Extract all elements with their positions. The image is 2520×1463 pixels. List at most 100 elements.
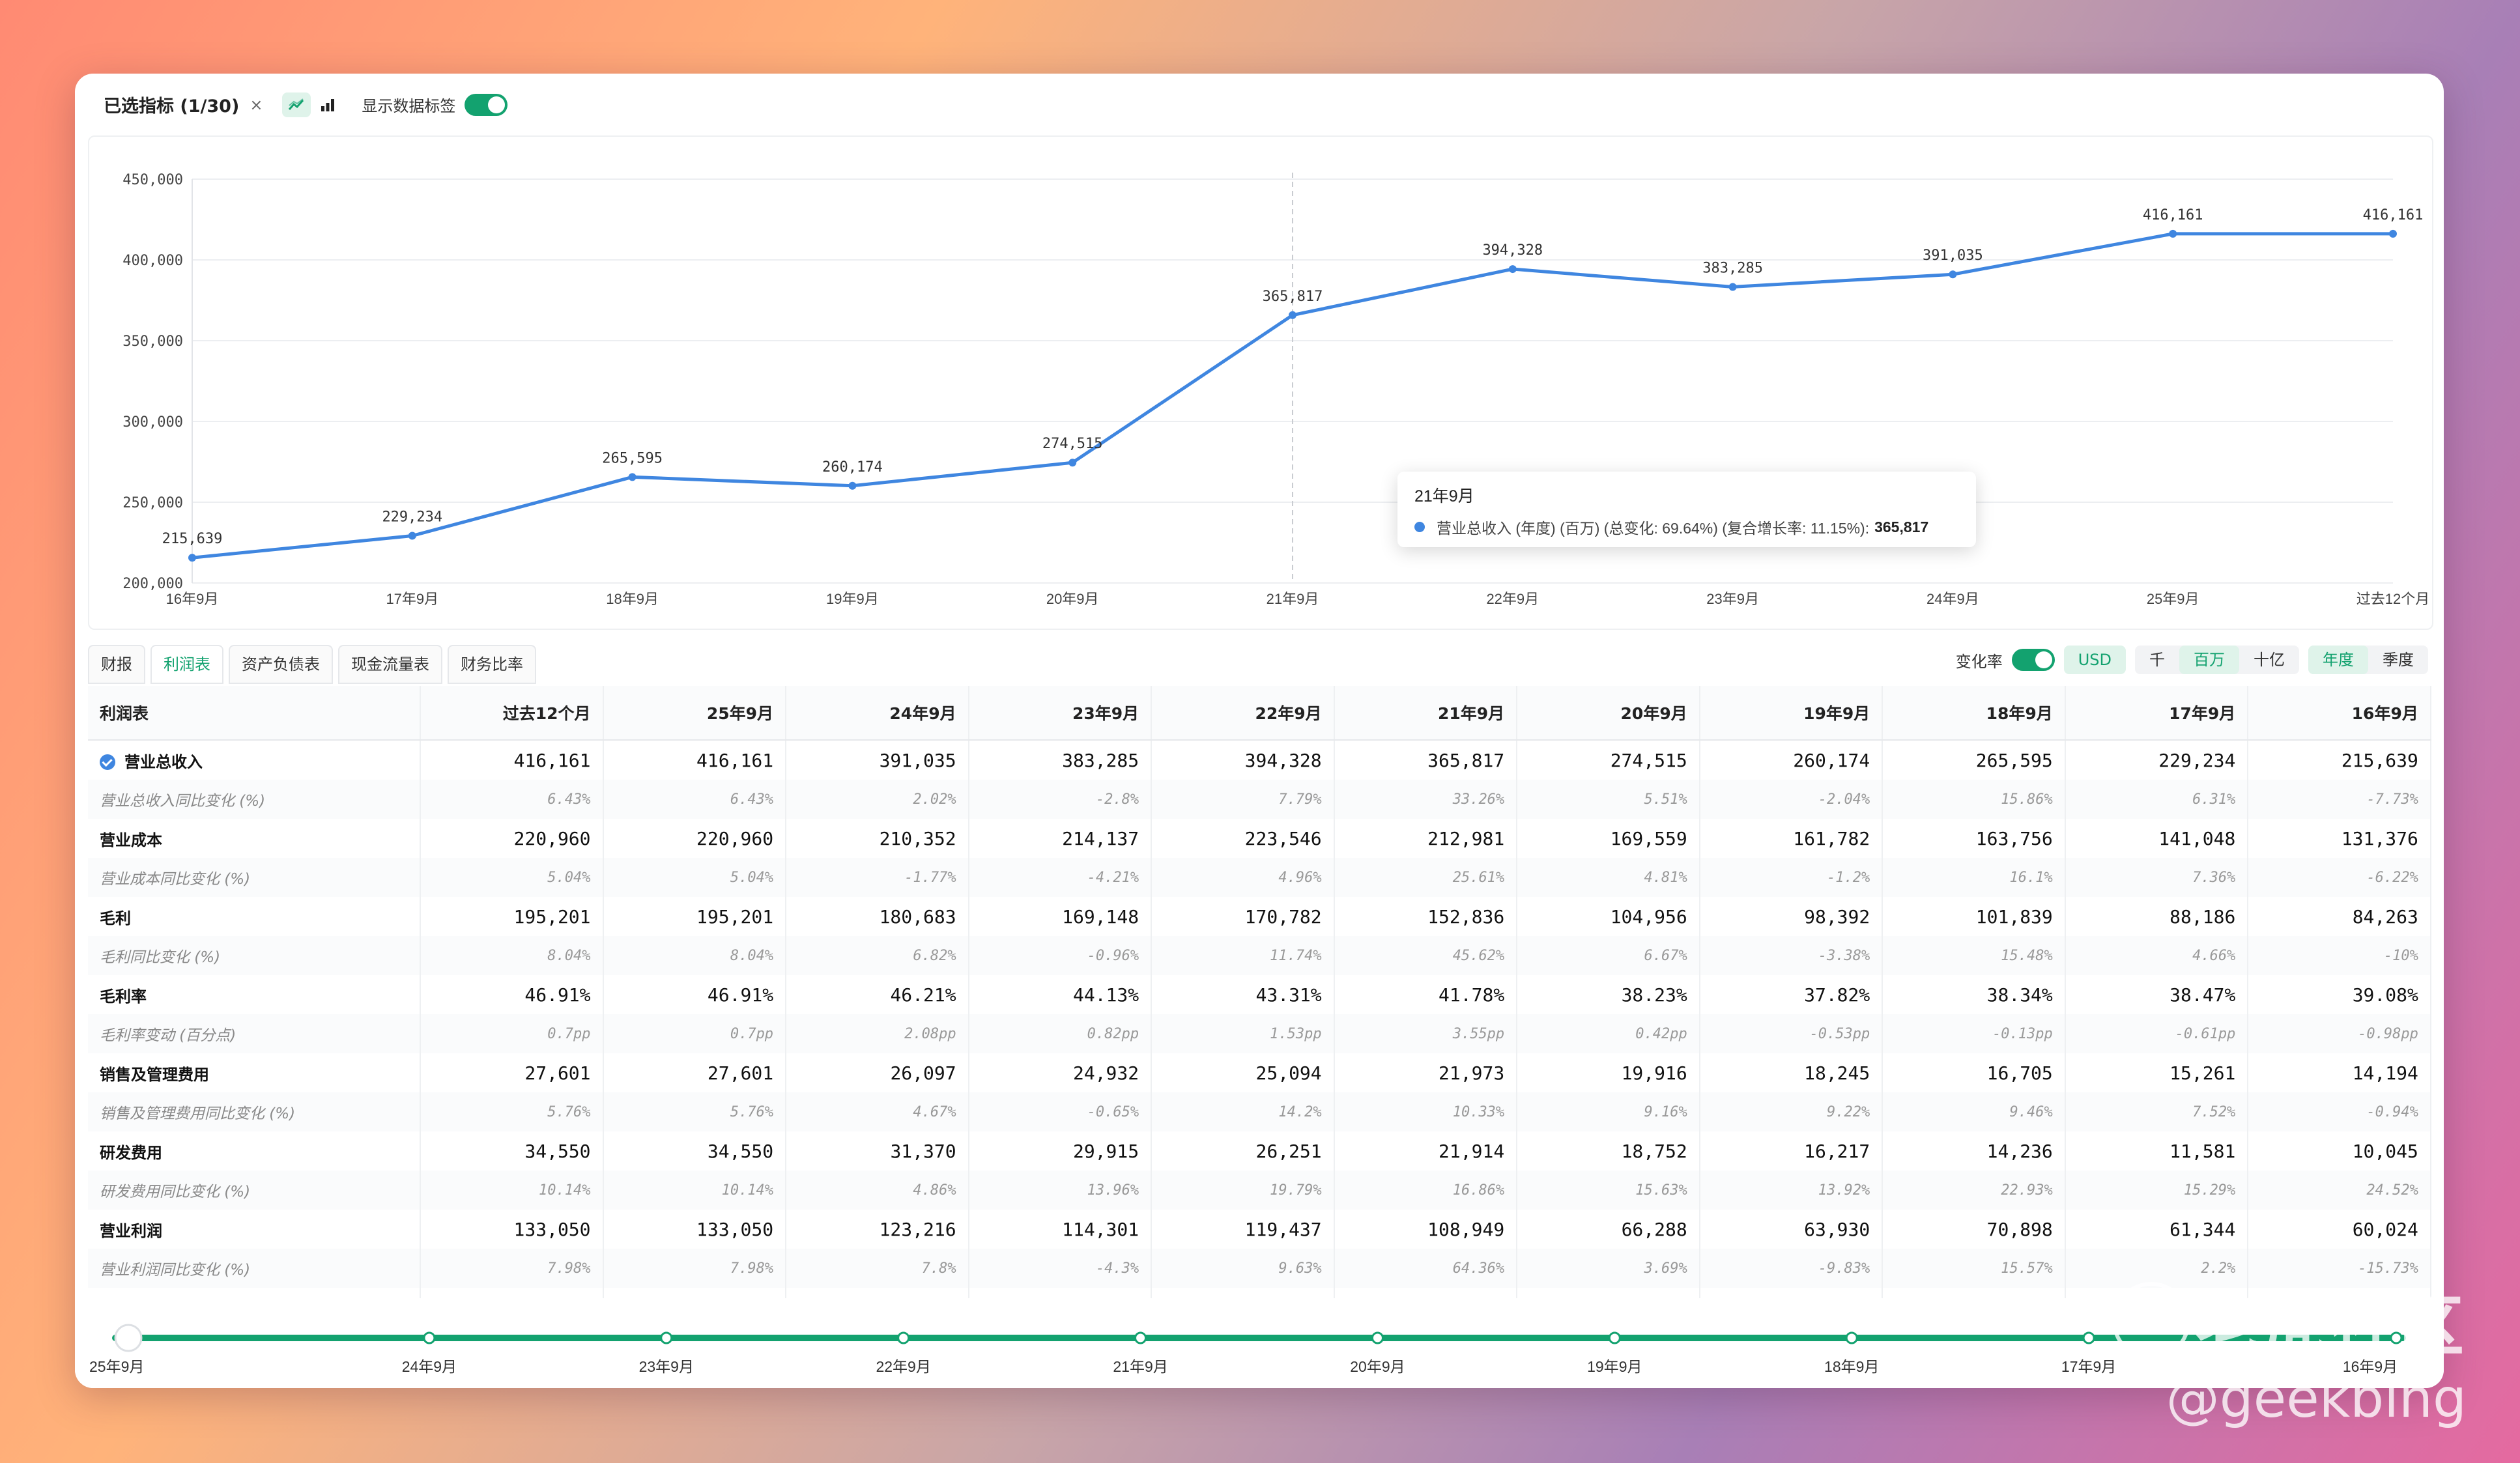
data-point[interactable] — [2389, 229, 2397, 238]
metric-row[interactable]: 毛利 195,201 195,201 180,683 169,148 170,782 152… — [88, 897, 2431, 936]
table-cell: 24.52% — [2248, 1171, 2431, 1210]
metric-label: 毛利率 — [100, 987, 147, 1006]
table-cell: 0.7pp — [603, 1014, 787, 1053]
data-point[interactable] — [1508, 265, 1517, 274]
tab-financial-ratios[interactable]: 财务比率 — [448, 645, 536, 684]
metric-row[interactable]: 毛利率 46.91% 46.91% 46.21% 44.13% 43.31% 41.78% 3… — [88, 975, 2431, 1014]
table-cell: 26,097 — [786, 1053, 969, 1092]
data-point[interactable] — [628, 473, 637, 481]
change-row[interactable]: 研发费用同比变化 (%) 10.14% 10.14% 4.86% 13.96% 19.79… — [88, 1171, 2431, 1210]
table-cell: 18,245 — [1699, 1053, 1883, 1092]
selected-check-icon[interactable] — [100, 754, 115, 770]
slider-tick[interactable] — [423, 1331, 436, 1344]
table-cell: 7.98% — [420, 1249, 604, 1288]
table-cell: 33.26% — [1334, 780, 1518, 819]
data-point[interactable] — [1289, 311, 1296, 319]
tab-financials[interactable]: 财报 — [88, 645, 145, 684]
table-cell: 123,216 — [786, 1210, 969, 1249]
period-column-header[interactable]: 24年9月 — [786, 686, 969, 741]
metric-row[interactable]: 营业利润 133,050 133,050 123,216 114,301 119,437 1… — [88, 1210, 2431, 1249]
y-tick-label: 450,000 — [122, 172, 183, 188]
period-column-header[interactable]: 18年9月 — [1882, 686, 2066, 741]
slider-tick[interactable] — [897, 1331, 910, 1344]
data-point[interactable] — [848, 481, 857, 490]
metric-name: 毛利 — [88, 897, 421, 936]
table-cell: 16,217 — [1699, 1131, 1883, 1171]
period-column-header[interactable]: 17年9月 — [2065, 686, 2249, 741]
change-row[interactable]: 营业成本同比变化 (%) 5.04% 5.04% -1.77% -4.21% 4.96% 2… — [88, 858, 2431, 897]
slider-tick[interactable] — [1845, 1331, 1858, 1344]
table-cell: 64.36% — [1334, 1249, 1518, 1288]
table-cell: 22.93% — [1882, 1171, 2066, 1210]
metric-row[interactable]: 研发费用 34,550 34,550 31,370 29,915 26,251 21,914… — [88, 1131, 2431, 1171]
show-data-labels-switch[interactable] — [465, 93, 508, 116]
slider-tick[interactable] — [2082, 1331, 2095, 1344]
line-chart-toggle[interactable] — [282, 92, 311, 117]
table-cell: 4.67% — [786, 1092, 969, 1131]
bar-chart-toggle[interactable] — [313, 92, 342, 117]
period-annual[interactable]: 年度 — [2308, 646, 2368, 674]
unit-thousand[interactable]: 千 — [2149, 651, 2165, 669]
change-row[interactable]: 营业总收入同比变化 (%) 6.43% 6.43% 2.02% -2.8% 7.79% 33… — [88, 780, 2431, 819]
data-point[interactable] — [1949, 270, 1957, 279]
table-cell: 43.31% — [1151, 975, 1335, 1014]
change-row[interactable]: 销售及管理费用同比变化 (%) 5.76% 5.76% 4.67% -0.65% 14.2… — [88, 1092, 2431, 1131]
clear-selection-button[interactable]: × — [250, 95, 263, 114]
slider-tick[interactable] — [660, 1331, 673, 1344]
period-column-header[interactable]: 19年9月 — [1699, 686, 1883, 741]
currency-button[interactable]: USD — [2063, 646, 2126, 674]
metric-name: 营业利润同比变化 (%) — [88, 1249, 421, 1288]
table-cell: 15.86% — [1882, 780, 2066, 819]
table-cell: 180,683 — [786, 897, 969, 936]
data-label: 215,639 — [162, 531, 223, 547]
period-column-header[interactable]: 23年9月 — [968, 686, 1153, 741]
metric-row[interactable]: 营业成本 220,960 220,960 210,352 214,137 223,546 2… — [88, 819, 2431, 858]
tooltip-text: 营业总收入 (年度) (百万) (总变化: 69.64%) (复合增长率: 11… — [1437, 520, 1870, 537]
change-row[interactable]: 营业利润同比变化 (%) 7.98% 7.98% 7.8% -4.3% 9.63% 64.3… — [88, 1249, 2431, 1288]
table-cell: -0.13pp — [1882, 1014, 2066, 1053]
slider-tick[interactable] — [2390, 1331, 2403, 1344]
data-point[interactable] — [1068, 459, 1077, 467]
change-row[interactable]: 毛利同比变化 (%) 8.04% 8.04% 6.82% -0.96% 11.74% 45.… — [88, 936, 2431, 975]
table-cell: 70,898 — [1882, 1210, 2066, 1249]
tab-cash-flow[interactable]: 现金流量表 — [338, 645, 442, 684]
period-range-slider[interactable]: 25年9月 24年9月 23年9月 22年9月 21年9月 20年9月 19年9月 18年9月… — [75, 1298, 2444, 1388]
tab-income-statement[interactable]: 利润表 — [150, 645, 223, 684]
table-cell: 210,352 — [786, 819, 969, 858]
y-tick-label: 250,000 — [122, 495, 183, 511]
data-point[interactable] — [408, 532, 416, 540]
table-title-header: 利润表 — [88, 686, 421, 741]
unit-billion[interactable]: 十亿 — [2254, 651, 2285, 669]
period-column-header[interactable]: 16年9月 — [2248, 686, 2431, 741]
change-row[interactable]: 毛利率变动 (百分点) 0.7pp 0.7pp 2.08pp 0.82pp 1.53pp 3… — [88, 1014, 2431, 1053]
table-cell: 7.98% — [603, 1249, 787, 1288]
slider-tick[interactable] — [1608, 1331, 1621, 1344]
metric-label: 销售及管理费用 — [100, 1065, 209, 1084]
data-point[interactable] — [188, 554, 196, 562]
metric-name: 毛利同比变化 (%) — [88, 936, 421, 975]
slider-tick[interactable] — [1371, 1331, 1384, 1344]
metric-row[interactable]: 销售及管理费用 27,601 27,601 26,097 24,932 25,094 21,… — [88, 1053, 2431, 1092]
y-tick-label: 400,000 — [122, 253, 183, 269]
period-column-header[interactable]: 22年9月 — [1151, 686, 1335, 741]
table-cell: 2.2% — [2065, 1249, 2249, 1288]
unit-million[interactable]: 百万 — [2179, 646, 2239, 674]
period-column-header[interactable]: 20年9月 — [1517, 686, 1700, 741]
table-cell: -4.3% — [968, 1249, 1153, 1288]
table-cell: 5.76% — [420, 1092, 604, 1131]
slider-handle[interactable] — [114, 1324, 143, 1352]
table-cell: 265,595 — [1882, 740, 2066, 780]
period-quarterly[interactable]: 季度 — [2383, 651, 2414, 669]
table-cell: 19,916 — [1517, 1053, 1700, 1092]
slider-tick[interactable] — [1134, 1331, 1147, 1344]
change-rate-switch[interactable] — [2011, 649, 2055, 671]
tab-balance-sheet[interactable]: 资产负债表 — [229, 645, 333, 684]
period-column-header[interactable]: 过去12个月 — [420, 686, 604, 741]
data-point[interactable] — [1728, 283, 1737, 291]
metric-row[interactable]: 营业总收入 416,161 416,161 391,035 383,285 394,328… — [88, 740, 2431, 780]
period-column-header[interactable]: 21年9月 — [1334, 686, 1518, 741]
table-cell: 25,094 — [1151, 1053, 1335, 1092]
timeline-label: 18年9月 — [1824, 1358, 1879, 1375]
period-column-header[interactable]: 25年9月 — [603, 686, 787, 741]
data-point[interactable] — [2169, 229, 2177, 238]
